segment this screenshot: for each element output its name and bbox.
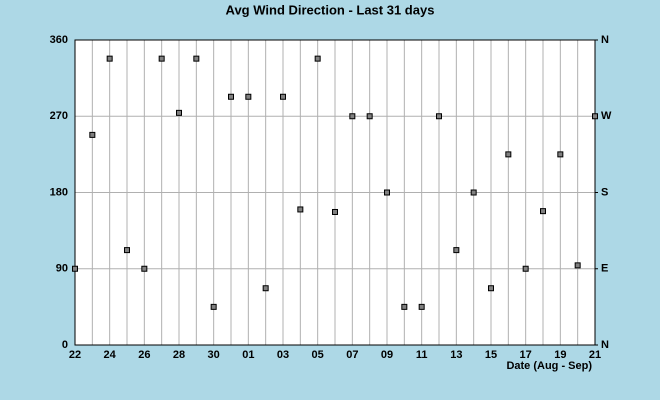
data-point: [470, 189, 477, 196]
data-point: [384, 189, 390, 196]
data-point: [210, 303, 217, 310]
data-point: [176, 109, 182, 116]
y-tick-label: 0: [62, 339, 68, 351]
chart-title: Avg Wind Direction - Last 31 days: [226, 2, 435, 17]
x-tick-label: 30: [208, 349, 220, 361]
y-tick-label: 90: [56, 263, 68, 275]
data-point: [488, 285, 494, 292]
data-point: [72, 265, 78, 272]
y2-tick-label: N: [601, 339, 609, 351]
x-tick-label: 26: [138, 349, 150, 361]
data-point: [297, 206, 304, 213]
y-tick-label: 270: [50, 110, 68, 122]
x-tick-label: 01: [242, 349, 254, 361]
data-point: [314, 55, 321, 62]
data-point: [106, 55, 113, 62]
x-tick-label: 07: [346, 349, 358, 361]
data-point: [418, 303, 425, 310]
x-tick-label: 13: [450, 349, 462, 361]
data-point: [592, 113, 598, 120]
x-tick-label: 05: [312, 349, 324, 361]
data-point: [89, 131, 96, 138]
y2-tick-label: N: [601, 34, 609, 46]
data-point: [332, 208, 338, 215]
x-tick-label: 19: [554, 349, 566, 361]
y-tick-label: 180: [50, 186, 68, 198]
data-point: [557, 151, 564, 158]
x-tick-label: 22: [69, 349, 81, 361]
data-point: [436, 113, 442, 120]
data-point: [349, 113, 356, 120]
x-tick-label: 21: [589, 349, 601, 361]
data-point: [158, 55, 165, 62]
y2-tick-label: E: [601, 263, 608, 275]
data-point: [262, 285, 269, 292]
data-point: [366, 113, 373, 120]
data-point: [505, 151, 512, 158]
y2-tick-label: S: [601, 186, 608, 198]
data-point: [141, 265, 148, 272]
data-point: [574, 262, 581, 269]
plot-frame: [74, 39, 596, 346]
data-point: [193, 55, 200, 62]
x-tick-label: 28: [173, 349, 185, 361]
x-tick-label: 03: [277, 349, 289, 361]
data-point: [401, 303, 408, 310]
y-tick-label: 360: [50, 34, 68, 46]
x-tick-label: 09: [381, 349, 393, 361]
data-point: [522, 265, 529, 272]
data-point: [540, 208, 546, 215]
x-tick-label: 15: [485, 349, 497, 361]
x-tick-label: 11: [416, 349, 428, 361]
data-point: [124, 247, 130, 254]
x-tick-label: 24: [104, 349, 117, 361]
x-tick-label: 17: [520, 349, 532, 361]
data-point: [280, 93, 286, 100]
data-point: [245, 93, 252, 100]
data-point: [453, 247, 460, 254]
y2-tick-label: W: [601, 110, 612, 122]
x-axis-label: Date (Aug - Sep): [506, 360, 592, 372]
data-point: [228, 93, 234, 100]
